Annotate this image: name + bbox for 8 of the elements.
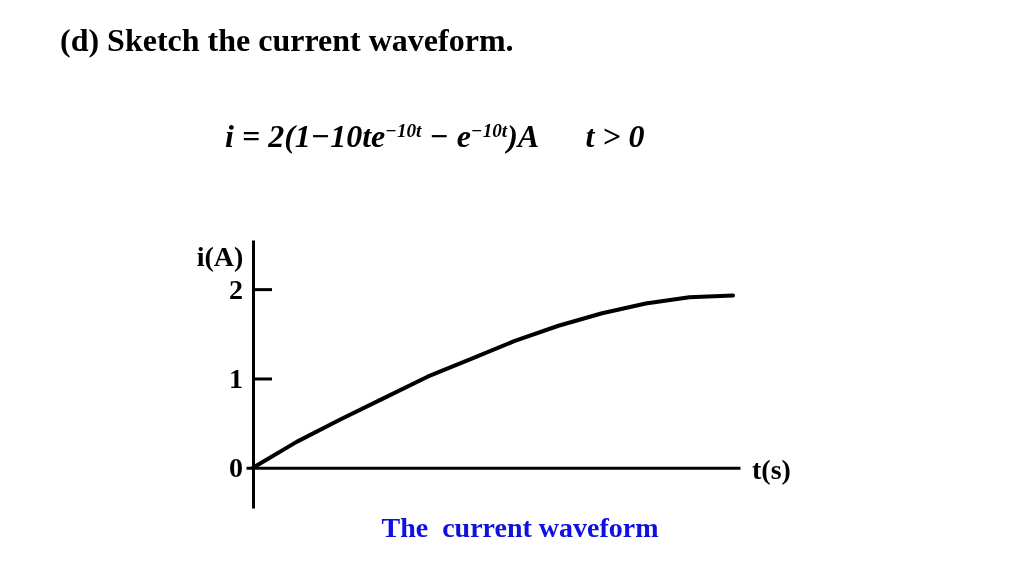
text: i = 2(1−10te$^{−10t}$ − e$^{−10t}$)A t > 0	[225, 118, 645, 154]
y-tick-label: 2	[229, 273, 243, 305]
chart-title: (d) Sketch the current waveform.	[60, 22, 514, 58]
text: The current waveform	[381, 512, 659, 543]
y-tick-label: 0	[229, 452, 243, 484]
y-axis-title: i(A)	[196, 241, 244, 272]
y-tick-label: 1	[229, 362, 243, 394]
x-axis-title: t(s)	[752, 454, 791, 485]
